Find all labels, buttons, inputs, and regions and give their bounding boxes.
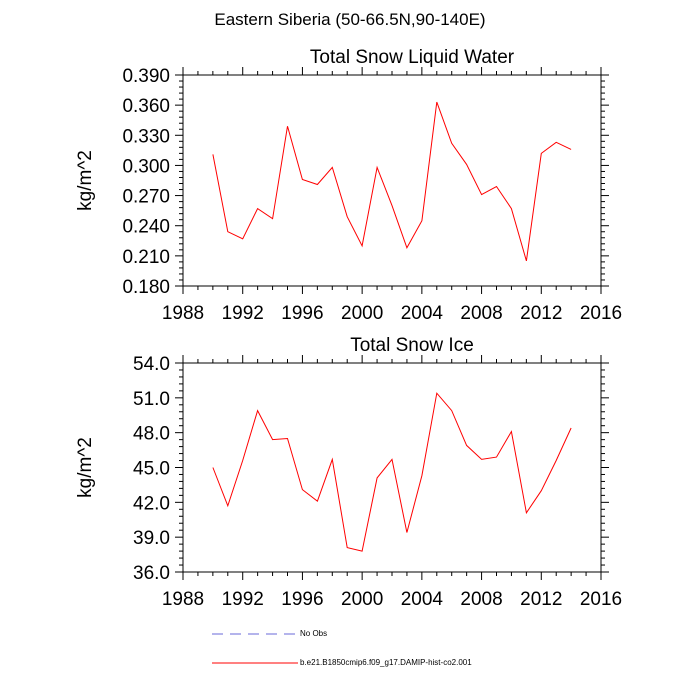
legend-swatch-solid xyxy=(212,662,298,664)
series-line xyxy=(212,392,572,552)
panel-title: Total Snow Ice xyxy=(350,335,474,356)
y-tick-label: 42.0 xyxy=(133,493,170,514)
x-tick-label: 1988 xyxy=(162,589,204,610)
y-axis-label: kg/m^2 xyxy=(75,437,96,498)
y-tick-label: 0.240 xyxy=(122,217,170,238)
x-tick-label: 2000 xyxy=(341,589,383,610)
figure-title: Eastern Siberia (50-66.5N,90-140E) xyxy=(214,10,486,29)
x-tick-label: 2012 xyxy=(520,303,562,324)
y-tick-label: 0.270 xyxy=(122,187,170,208)
panel-liquid-water: Total Snow Liquid Water kg/m^2 0.180 0.210 0… xyxy=(75,47,622,324)
plot-frame xyxy=(182,362,602,573)
panel-title: Total Snow Liquid Water xyxy=(310,47,515,68)
x-tick-label: 1988 xyxy=(162,303,204,324)
x-tick-label: 1996 xyxy=(281,589,323,610)
y-tick-label: 0.360 xyxy=(122,96,170,117)
y-tick-label: 0.390 xyxy=(122,66,170,87)
legend-label-model: b.e21.B1850cmip6.f09_g17.DAMIP-hist-co2.… xyxy=(300,658,472,667)
y-tick-label: 0.210 xyxy=(122,247,170,268)
x-tick-label: 2004 xyxy=(401,303,444,324)
x-tick-label: 2016 xyxy=(580,589,622,610)
y-tick-label: 0.180 xyxy=(122,277,170,298)
panel-snow-ice: Total Snow Ice kg/m^2 36.0 39.0 42.0 45.0 48.0… xyxy=(75,335,622,610)
y-tick-label: 0.330 xyxy=(122,126,170,147)
y-axis-label: kg/m^2 xyxy=(75,150,96,211)
plot-frame xyxy=(182,74,602,287)
x-tick-label: 1992 xyxy=(222,589,264,610)
legend-swatch-dashed xyxy=(212,633,298,635)
x-tick-label: 2012 xyxy=(520,589,562,610)
x-tick-label: 2004 xyxy=(401,589,444,610)
y-tick-label: 48.0 xyxy=(133,424,170,445)
y-tick-label: 36.0 xyxy=(133,563,170,584)
legend-label-no-obs: No Obs xyxy=(300,629,328,638)
x-tick-label: 2000 xyxy=(341,303,383,324)
y-tick-label: 51.0 xyxy=(133,389,170,410)
y-tick-label: 54.0 xyxy=(133,354,170,375)
x-tick-label: 2016 xyxy=(580,303,622,324)
y-tick-label: 39.0 xyxy=(133,528,170,549)
x-tick-label: 1992 xyxy=(222,303,264,324)
y-tick-label: 45.0 xyxy=(133,459,170,480)
x-tick-label: 1996 xyxy=(281,303,323,324)
series-line xyxy=(212,101,572,262)
x-tick-label: 2008 xyxy=(460,303,502,324)
x-tick-label: 2008 xyxy=(460,589,502,610)
y-tick-label: 0.300 xyxy=(122,156,170,177)
